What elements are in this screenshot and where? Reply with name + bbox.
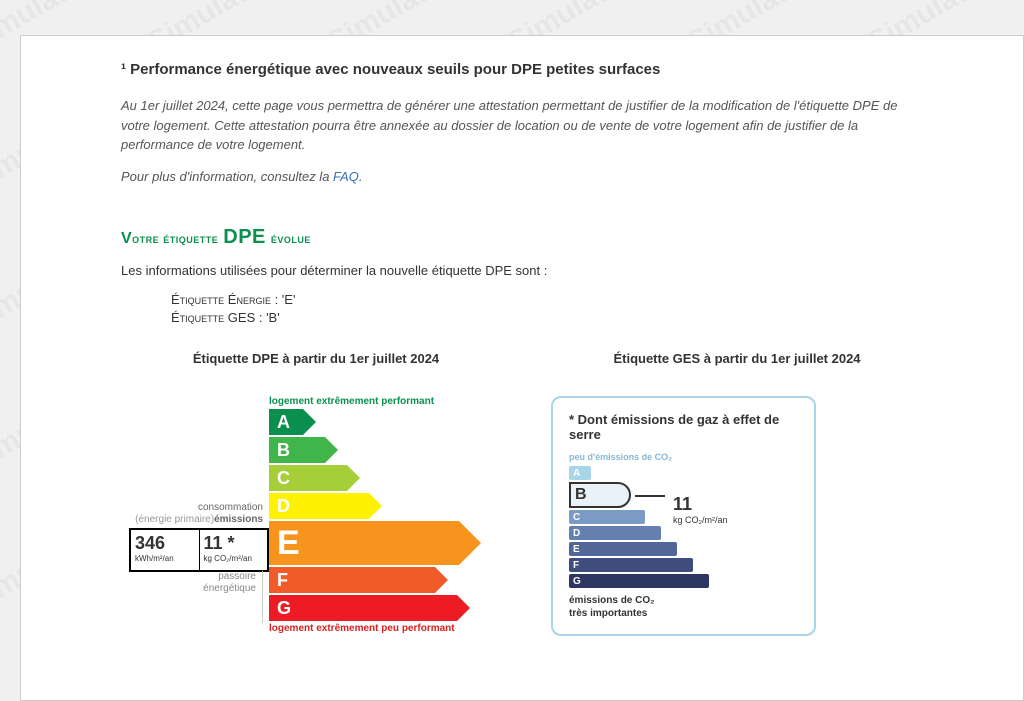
ges-bar-c: C: [569, 510, 645, 524]
cons-label: consommation: [198, 502, 263, 513]
faq-link[interactable]: FAQ: [333, 169, 359, 184]
ges-bar-d: D: [569, 526, 661, 540]
page: ¹ Performance énergétique avec nouveaux …: [20, 35, 1024, 701]
intro-paragraph-2: Pour plus d'information, consultez la FA…: [121, 167, 923, 187]
ges-footer: émissions de CO₂ très importantes: [569, 594, 798, 620]
page-title: ¹ Performance énergétique avec nouveaux …: [121, 61, 923, 78]
ges-box-title: * Dont émissions de gaz à effet de serre: [569, 412, 798, 442]
emis-label: émissions: [214, 514, 263, 525]
dpe-chart-title: Étiquette DPE à partir du 1er juillet 20…: [121, 351, 511, 366]
ges-chart-column: Étiquette GES à partir du 1er juillet 20…: [551, 351, 923, 686]
cons-label-primaire: (énergie primaire): [135, 514, 214, 525]
ges-bar-g: G: [569, 574, 709, 588]
consumption-box: 346 kWh/m²/an 11 * kg CO₂/m²/an: [129, 528, 269, 572]
ges-sub-label: peu d'émissions de CO₂: [569, 452, 798, 462]
emis-unit: kg CO₂/m²/an: [204, 554, 264, 563]
dpe-bar-c: C: [269, 465, 347, 491]
dpe-chart-column: Étiquette DPE à partir du 1er juillet 20…: [121, 351, 511, 686]
etiquette-ges: Étiquette GES : 'B': [171, 310, 923, 325]
cons-unit: kWh/m²/an: [135, 554, 195, 563]
ges-bar-b: B: [569, 482, 631, 508]
consumption-block: consommation (énergie primaire)émissions…: [129, 502, 269, 572]
etiquette-energie: Étiquette Énergie : 'E': [171, 292, 923, 307]
ges-bar-f: F: [569, 558, 693, 572]
dpe-top-label: logement extrêmement performant: [269, 396, 511, 407]
dpe-bar-e: E: [269, 521, 459, 565]
passoire-label: passoire énergétique: [173, 571, 263, 623]
ges-unit: kg CO₂/m²/an: [673, 515, 728, 525]
ges-value: 11: [673, 494, 728, 515]
section-subline: Les informations utilisées pour détermin…: [121, 263, 923, 278]
dpe-bar-a: A: [269, 409, 303, 435]
dpe-bar-d: D: [269, 493, 369, 519]
ges-bar-e: E: [569, 542, 677, 556]
section-heading: Votre étiquette DPE évolue: [121, 226, 923, 249]
dpe-chart: logement extrêmement performant ABCDEFG …: [121, 396, 511, 686]
cons-value: 346: [135, 533, 195, 554]
ges-chart-title: Étiquette GES à partir du 1er juillet 20…: [551, 351, 923, 366]
intro-paragraph-1: Au 1er juillet 2024, cette page vous per…: [121, 96, 923, 155]
ges-bar-a: A: [569, 466, 591, 480]
ges-box: * Dont émissions de gaz à effet de serre…: [551, 396, 816, 636]
dpe-bar-g: G: [269, 595, 457, 621]
dpe-bar-f: F: [269, 567, 435, 593]
dpe-bottom-label: logement extrêmement peu performant: [269, 623, 511, 634]
intro-2-prefix: Pour plus d'information, consultez la: [121, 169, 333, 184]
ges-value-block: 11 kg CO₂/m²/an: [673, 494, 728, 525]
etiquette-list: Étiquette Énergie : 'E' Étiquette GES : …: [171, 288, 923, 325]
emis-value: 11 *: [204, 533, 264, 554]
dpe-bar-b: B: [269, 437, 325, 463]
